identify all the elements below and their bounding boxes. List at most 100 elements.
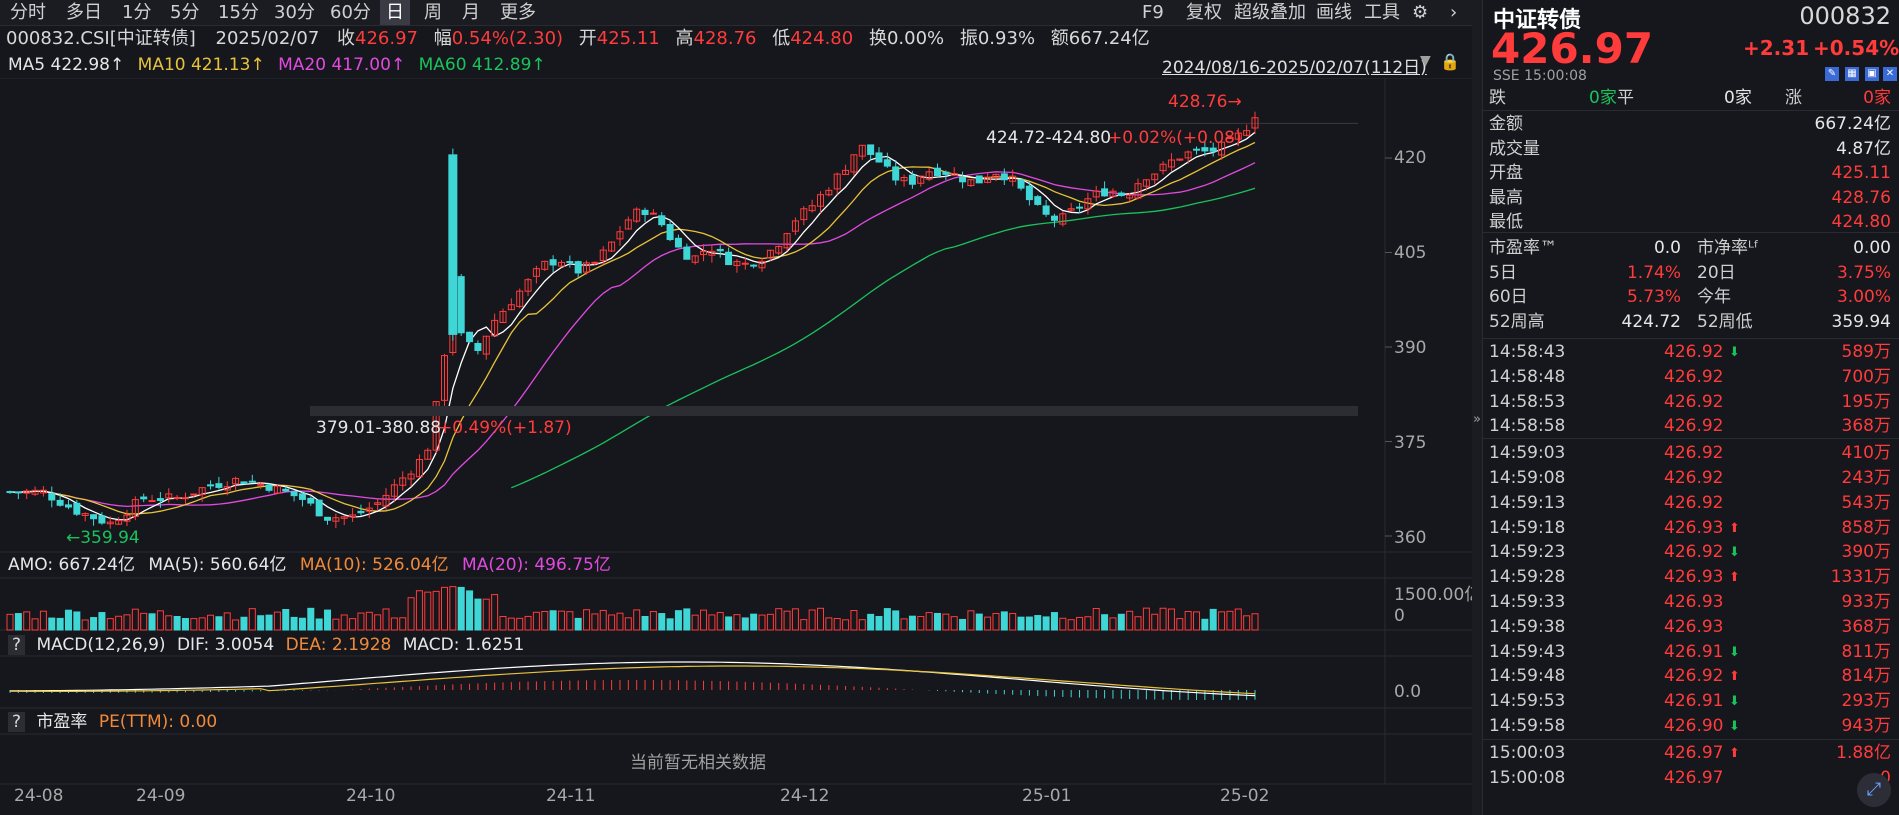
metric-value: 0.00 — [1853, 238, 1891, 258]
tools-button[interactable]: 工具 — [1364, 2, 1400, 23]
restore-rights-button[interactable]: 复权 — [1186, 2, 1222, 23]
tick-price: 426.92 — [1664, 443, 1724, 464]
tab-5min[interactable]: 5分 — [170, 2, 200, 23]
flat-label: 平 — [1617, 88, 1634, 108]
candle-body — [499, 310, 507, 323]
amplitude-value: 0.93% — [977, 28, 1036, 49]
volume-bar — [1067, 619, 1075, 631]
tick-row: 14:58:48 426.92 700万 — [1489, 365, 1891, 390]
tick-volume: 368万 — [1841, 416, 1891, 437]
layout-icon[interactable]: ▣ — [1865, 67, 1879, 81]
edit-icon[interactable]: ✎ — [1825, 67, 1839, 81]
candle-body — [106, 521, 114, 525]
candle-body — [808, 205, 816, 212]
volume-bar — [131, 608, 139, 631]
volume-bar — [658, 613, 666, 631]
candle-body — [440, 355, 448, 401]
macd-value: MACD: 1.6251 — [402, 635, 525, 655]
macd-title: MACD(12,26,9) — [36, 635, 166, 655]
draw-line-button[interactable]: 画线 — [1316, 2, 1352, 23]
volume-bar — [399, 617, 407, 631]
low-annotation: ←359.94 — [66, 528, 140, 548]
candle-body — [741, 262, 749, 265]
macd-dif-line — [10, 661, 1256, 697]
candle-body — [875, 152, 883, 163]
tick-price: 426.92 — [1664, 342, 1724, 362]
tab-60min[interactable]: 60分 — [330, 2, 371, 23]
kline-chart[interactable] — [0, 78, 1472, 815]
tick-price: 426.92 — [1664, 666, 1724, 687]
grid-icon[interactable]: ▦ — [1845, 67, 1859, 81]
panel-change-pct: +0.54% — [1813, 36, 1899, 60]
volume-bar — [1050, 612, 1058, 631]
chevron-right-icon[interactable]: › — [1450, 2, 1458, 23]
candle-body — [1117, 192, 1125, 196]
candle-body — [349, 514, 357, 518]
tick-price: 426.97 — [1664, 767, 1724, 788]
tab-weekly[interactable]: 周 — [424, 2, 442, 23]
expand-icon[interactable]: ⤢ — [1857, 773, 1891, 807]
metric-value: 5.73% — [1626, 287, 1681, 307]
volume-bar — [1126, 610, 1134, 631]
tab-daily[interactable]: 日 — [380, 0, 410, 25]
volume-bar — [457, 586, 465, 631]
candle-body — [716, 248, 724, 252]
candle-body — [31, 489, 39, 495]
tab-15min[interactable]: 15分 — [218, 2, 259, 23]
candle-body — [1092, 190, 1100, 198]
super-overlay-button[interactable]: 超级叠加 — [1234, 2, 1306, 23]
pe-header: ? 市盈率 PE(TTM): 0.00 — [0, 709, 1472, 735]
candle-body — [1059, 213, 1067, 225]
tab-intraday[interactable]: 分时 — [10, 2, 46, 23]
volume-bar — [1017, 616, 1025, 631]
tick-volume: 293万 — [1841, 691, 1891, 712]
tick-price: 426.91 — [1664, 641, 1724, 662]
volume-bar — [290, 616, 298, 631]
candle-body — [190, 493, 198, 496]
fall-count: 0家 — [1589, 88, 1617, 108]
candle-body — [466, 331, 474, 343]
candle-body — [608, 241, 616, 252]
volume-bar — [298, 617, 306, 631]
panel-divider[interactable] — [1472, 0, 1482, 815]
volume-bar — [917, 616, 925, 631]
tab-30min[interactable]: 30分 — [274, 2, 315, 23]
tab-more[interactable]: 更多 — [500, 2, 536, 23]
tick-price: 426.92 — [1664, 492, 1724, 513]
date-range-selector[interactable]: 2024/08/16-2025/02/07(112日) — [1162, 58, 1427, 78]
volume-bar — [599, 609, 607, 631]
gear-icon[interactable]: ⚙ — [1412, 2, 1429, 23]
volume-bar — [516, 617, 524, 631]
tab-1min[interactable]: 1分 — [122, 2, 152, 23]
volume-bar — [1101, 614, 1109, 631]
volume-bar — [257, 615, 265, 631]
tick-volume: 700万 — [1841, 366, 1891, 387]
pe-help-icon[interactable]: ? — [8, 712, 26, 732]
tick-price: 426.92 — [1664, 468, 1724, 488]
tab-monthly[interactable]: 月 — [462, 2, 480, 23]
tab-multi-day[interactable]: 多日 — [66, 2, 102, 23]
macd-help-icon[interactable]: ? — [8, 635, 26, 655]
turnover-value: 0.00% — [886, 28, 945, 49]
f9-button[interactable]: F9 — [1142, 2, 1164, 23]
candle-body — [148, 500, 156, 503]
date-tick-4: 24-12 — [780, 786, 830, 806]
macd-dea-line — [10, 665, 1256, 695]
up-arrow-icon: ⬆ — [1729, 570, 1740, 586]
tick-time: 15:00:08 — [1489, 767, 1566, 788]
volume-bar — [1117, 613, 1125, 631]
candle-body — [273, 485, 281, 494]
chevron-down-icon[interactable]: ▼ — [1420, 53, 1431, 69]
candle-body — [1009, 175, 1017, 182]
tick-time: 14:58:48 — [1489, 366, 1566, 387]
candle-body — [750, 264, 758, 267]
volume-bar — [908, 615, 916, 631]
candle-body — [583, 262, 591, 273]
volume-bar — [892, 610, 900, 631]
lock-icon[interactable]: 🔒 — [1440, 52, 1460, 71]
expand-arrow-icon[interactable]: » — [1473, 412, 1481, 427]
volume-bar — [967, 610, 975, 631]
candle-body — [491, 319, 499, 337]
tick-time: 14:59:38 — [1489, 616, 1566, 637]
close-icon[interactable]: ✕ — [1883, 67, 1897, 81]
